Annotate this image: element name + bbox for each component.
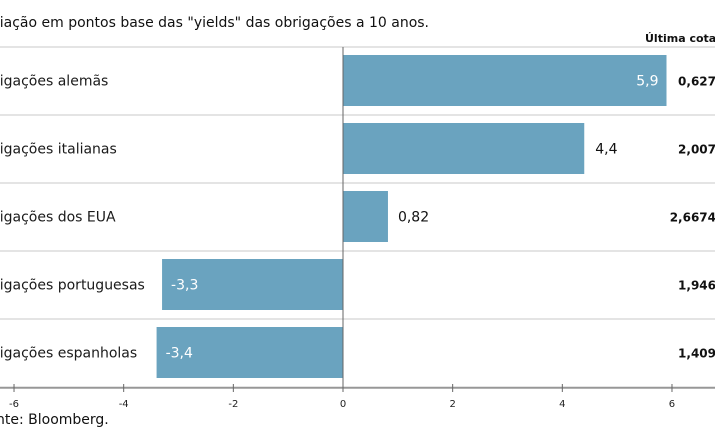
value-label: 4,4 bbox=[595, 142, 617, 158]
last-quote-value: 1,946 bbox=[678, 279, 715, 293]
bar bbox=[343, 55, 667, 106]
value-label: 5,9 bbox=[636, 74, 658, 90]
last-quote-value: 2,007 bbox=[678, 143, 715, 157]
category-label: rigações alemãs bbox=[0, 74, 108, 90]
value-label: -3,3 bbox=[171, 278, 198, 294]
x-tick-label: 4 bbox=[559, 399, 565, 410]
value-label: 0,82 bbox=[398, 210, 429, 226]
category-label: rigações espanholas bbox=[0, 346, 137, 362]
category-label: rigações portuguesas bbox=[0, 278, 145, 294]
x-tick-label: 2 bbox=[449, 399, 455, 410]
category-label: rigações italianas bbox=[0, 142, 117, 158]
x-tick-label: -4 bbox=[119, 399, 129, 410]
bar bbox=[343, 191, 388, 242]
bar bbox=[156, 327, 343, 378]
bar bbox=[162, 259, 343, 310]
source-note: nte: Bloomberg. bbox=[0, 412, 109, 428]
last-quote-header: Última cotaç bbox=[645, 32, 715, 45]
x-tick-label: 6 bbox=[669, 399, 675, 410]
value-label: -3,4 bbox=[166, 346, 193, 362]
last-quote-value: 0,627 bbox=[678, 75, 715, 89]
x-tick-label: -2 bbox=[228, 399, 238, 410]
last-quote-value: 2,6674 bbox=[670, 211, 715, 225]
chart-subtitle: riação em pontos base das "yields" das o… bbox=[0, 15, 430, 31]
last-quote-value: 1,409 bbox=[678, 347, 715, 361]
x-tick-label: -6 bbox=[9, 399, 19, 410]
category-label: rigações dos EUA bbox=[0, 210, 116, 226]
bar bbox=[343, 123, 585, 174]
x-tick-label: 0 bbox=[340, 399, 346, 410]
